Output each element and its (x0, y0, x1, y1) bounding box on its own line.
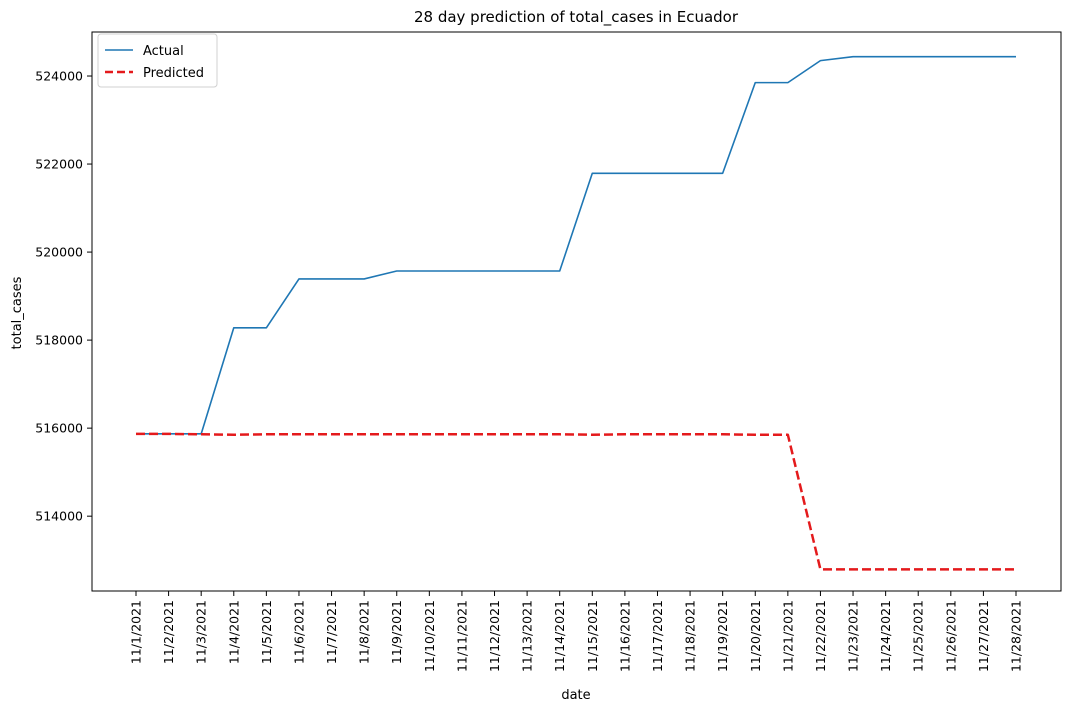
x-tick-label: 11/19/2021 (715, 600, 730, 672)
x-tick-label: 11/11/2021 (454, 600, 469, 672)
plot-frame (91, 31, 1062, 592)
x-tick-label: 11/20/2021 (748, 600, 763, 672)
x-tick-label: 11/13/2021 (520, 600, 535, 672)
x-tick-label: 11/22/2021 (813, 600, 828, 672)
x-tick-label: 11/9/2021 (389, 600, 404, 664)
y-tick-label: 520000 (35, 245, 83, 260)
x-tick-label: 11/28/2021 (1009, 600, 1024, 672)
x-tick-label: 11/10/2021 (422, 600, 437, 672)
x-tick-label: 11/15/2021 (585, 600, 600, 672)
y-axis-label: total_cases (10, 276, 25, 349)
chart-title: 28 day prediction of total_cases in Ecua… (414, 8, 739, 27)
x-tick-label: 11/5/2021 (259, 600, 274, 664)
x-tick-label: 11/1/2021 (129, 600, 144, 664)
legend: Actual Predicted (97, 33, 218, 88)
y-tick-label: 522000 (35, 157, 83, 172)
x-tick-label: 11/21/2021 (780, 600, 795, 672)
series-line-actual (136, 55, 1016, 435)
legend-entry-predicted: Predicted (143, 66, 204, 81)
series-line-predicted (136, 432, 1016, 571)
y-tick-label: 516000 (35, 421, 83, 436)
x-tick-label: 11/3/2021 (194, 600, 209, 664)
x-tick-label: 11/6/2021 (291, 600, 306, 664)
legend-box (97, 33, 218, 88)
y-tick-label: 524000 (35, 69, 83, 84)
x-tick-label: 11/17/2021 (650, 600, 665, 672)
x-tick-label: 11/12/2021 (487, 600, 502, 672)
x-tick-label: 11/7/2021 (324, 600, 339, 664)
x-tick-label: 11/4/2021 (226, 600, 241, 664)
x-tick-label: 11/2/2021 (161, 600, 176, 664)
y-tick-label: 518000 (35, 333, 83, 348)
x-tick-label: 11/25/2021 (911, 600, 926, 672)
x-tick-label: 11/14/2021 (552, 600, 567, 672)
x-tick-label: 11/18/2021 (683, 600, 698, 672)
x-tick-label: 11/8/2021 (357, 600, 372, 664)
x-tick-label: 11/26/2021 (943, 600, 958, 672)
x-tick-label: 11/27/2021 (976, 600, 991, 672)
x-tick-label: 11/16/2021 (617, 600, 632, 672)
y-tick-label: 514000 (35, 509, 83, 524)
x-axis-label: date (561, 688, 590, 703)
x-tick-label: 11/23/2021 (846, 600, 861, 672)
plot-area: 514000 516000 518000 520000 522000 524000 11/1… (35, 31, 1062, 672)
x-tick-label: 11/24/2021 (878, 600, 893, 672)
legend-entry-actual: Actual (143, 44, 184, 59)
